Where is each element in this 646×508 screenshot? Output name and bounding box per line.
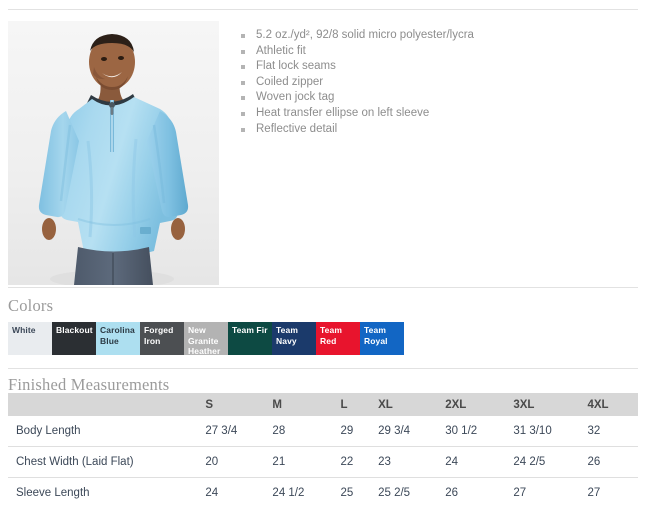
table-header-row: S M L XL 2XL 3XL 4XL: [8, 393, 638, 416]
color-swatch-team-red[interactable]: Team Red: [316, 322, 360, 355]
cell-2xl: 26: [445, 477, 514, 508]
list-item: Heat transfer ellipse on left sleeve: [238, 106, 628, 122]
color-swatch-label: Team Royal: [364, 325, 388, 346]
color-swatch-team-navy[interactable]: Team Navy: [272, 322, 316, 355]
cell-3xl: 27: [513, 477, 588, 508]
cell-l: 29: [340, 425, 354, 437]
cell-s: 24: [205, 477, 273, 508]
row-label: Chest Width (Laid Flat): [8, 446, 206, 478]
cell-xl: 25 2/5: [378, 477, 446, 508]
list-item: 5.2 oz./yd², 92/8 solid micro polyester/…: [238, 28, 628, 44]
product-overview-section: 5.2 oz./yd², 92/8 solid micro polyester/…: [0, 14, 646, 286]
cell-s: 20: [205, 446, 273, 478]
colors-section-divider: [8, 287, 638, 288]
list-item: Coiled zipper: [238, 75, 628, 91]
list-item: Flat lock seams: [238, 59, 628, 75]
list-item: Woven jock tag: [238, 90, 628, 106]
color-swatch-blackout[interactable]: Blackout: [52, 322, 96, 355]
row-label: Sleeve Length: [8, 477, 206, 508]
color-swatch-label: Forged Iron: [144, 325, 174, 346]
table-header-3xl: 3XL: [513, 393, 588, 416]
cell-2xl: 30 1/2: [445, 425, 478, 437]
color-swatch-label: Team Navy: [276, 325, 298, 346]
product-photo[interactable]: [8, 21, 219, 285]
cell-4xl: 32: [587, 425, 601, 437]
color-swatch-label: Team Red: [320, 325, 342, 346]
table-header-2xl: 2XL: [445, 393, 514, 416]
colors-heading: Colors: [8, 296, 54, 315]
cell-4xl: 26: [587, 446, 638, 478]
cell-s: 27 3/4: [205, 425, 238, 437]
table-header-4xl: 4XL: [587, 393, 638, 416]
color-swatch-list: White Blackout Carolina Blue Forged Iron…: [8, 322, 404, 355]
color-swatch-carolina-blue[interactable]: Carolina Blue: [96, 322, 140, 355]
cell-m: 21: [272, 446, 341, 478]
table-header-blank: [8, 393, 206, 416]
color-swatch-forged-iron[interactable]: Forged Iron: [140, 322, 184, 355]
measurements-heading: Finished Measurements: [8, 375, 170, 394]
table-row: Sleeve Length 24 24 1/2 25 25 2/5 26 27 …: [8, 477, 638, 508]
cell-3xl: 31 3/10: [513, 425, 552, 437]
list-item: Athletic fit: [238, 44, 628, 60]
cell-3xl: 24 2/5: [513, 446, 588, 478]
cell-m: 28: [272, 425, 286, 437]
cell-xl: 23: [378, 446, 446, 478]
row-label: Body Length: [16, 425, 81, 437]
color-swatch-label: Carolina Blue: [100, 325, 135, 346]
color-swatch-team-fir[interactable]: Team Fir: [228, 322, 272, 355]
table-header-s: S: [205, 393, 273, 416]
color-swatch-label: Blackout: [56, 325, 93, 335]
list-item: Reflective detail: [238, 122, 628, 138]
cell-m: 24 1/2: [272, 477, 341, 508]
cell-2xl: 24: [445, 446, 514, 478]
table-row: Chest Width (Laid Flat) 20 21 22 23 24 2…: [8, 446, 638, 478]
table-header-m: M: [272, 393, 341, 416]
product-features-list: 5.2 oz./yd², 92/8 solid micro polyester/…: [238, 28, 628, 137]
table-row: Body Length 27 3/4 28 29 29 3/4 30 1/2 3…: [8, 416, 638, 447]
cell-l: 22: [340, 446, 379, 478]
table-header-l: L: [340, 393, 379, 416]
measurements-section-divider: [8, 368, 638, 369]
cell-l: 25: [340, 477, 379, 508]
color-swatch-white[interactable]: White: [8, 322, 52, 355]
color-swatch-label: White: [12, 325, 36, 335]
table-header-xl: XL: [378, 393, 446, 416]
cell-4xl: 27: [587, 477, 638, 508]
color-swatch-label: Team Fir: [232, 325, 268, 335]
color-swatch-label: New Granite Heather: [188, 325, 221, 355]
finished-measurements-table: S M L XL 2XL 3XL 4XL Body Length 27 3/4 …: [8, 393, 638, 508]
color-swatch-team-royal[interactable]: Team Royal: [360, 322, 404, 355]
top-divider: [8, 9, 638, 10]
color-swatch-new-granite-heather[interactable]: New Granite Heather: [184, 322, 228, 355]
cell-xl: 29 3/4: [378, 425, 411, 437]
